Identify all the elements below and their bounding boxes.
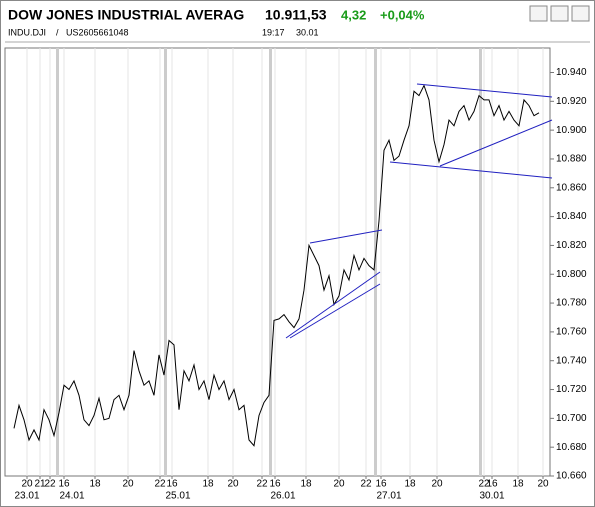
x-tick-label: 18: [300, 479, 312, 490]
day-separator: [56, 48, 59, 476]
date-tick-label: 24.01: [59, 491, 84, 502]
y-tick-label: 10.740: [556, 355, 587, 366]
x-tick-label: 20: [21, 479, 33, 490]
price-line: [13, 84, 540, 447]
x-tick-label: 21: [34, 479, 46, 490]
day-separator: [374, 48, 377, 476]
y-tick-label: 10.920: [556, 96, 587, 107]
y-tick-label: 10.660: [556, 471, 587, 482]
day-separator: [269, 48, 272, 476]
x-tick-label: 18: [89, 479, 101, 490]
x-tick-label: 20: [227, 479, 239, 490]
y-tick-label: 10.820: [556, 240, 587, 251]
x-tick-label: 18: [404, 479, 416, 490]
y-tick-label: 10.880: [556, 154, 587, 165]
trend-line: [289, 283, 381, 339]
day-separators: [56, 48, 482, 476]
separator: /: [56, 27, 59, 37]
y-tick-label: 10.720: [556, 384, 587, 395]
y-tick-label: 10.760: [556, 327, 587, 338]
date: 30.01: [296, 27, 319, 37]
title: DOW JONES INDUSTRIAL AVERAG: [8, 7, 244, 23]
trend-line: [389, 161, 553, 179]
symbol: INDU.DJI: [8, 27, 46, 37]
print-icon[interactable]: [571, 5, 590, 22]
x-tick-label: 16: [486, 479, 498, 490]
y-tick-label: 10.940: [556, 67, 587, 78]
x-tick-label: 22: [44, 479, 56, 490]
date-tick-label: 26.01: [270, 491, 295, 502]
news-icon[interactable]: [550, 5, 569, 22]
x-tick-label: 20: [122, 479, 134, 490]
change: 4,32: [341, 7, 366, 22]
change-pct: +0,04%: [380, 7, 425, 22]
x-tick-label: 20: [537, 479, 549, 490]
x-tick-label: 16: [375, 479, 387, 490]
isin: US2605661048: [66, 27, 129, 37]
trend-line: [439, 119, 553, 167]
y-tick-label: 10.780: [556, 298, 587, 309]
price: 10.911,53: [265, 7, 327, 23]
time: 19:17: [262, 27, 285, 37]
x-tick-label: 22: [154, 479, 166, 490]
x-tick-label: 18: [512, 479, 524, 490]
y-tick-label: 10.700: [556, 413, 587, 424]
x-tick-label: 16: [58, 479, 70, 490]
date-tick-label: 27.01: [376, 491, 401, 502]
x-tick-label: 22: [256, 479, 268, 490]
x-tick-label: 18: [202, 479, 214, 490]
x-tick-label: 20: [431, 479, 443, 490]
x-tick-label: 22: [360, 479, 372, 490]
date-tick-label: 23.01: [14, 491, 39, 502]
date-tick-label: 30.01: [479, 491, 504, 502]
day-separator: [164, 48, 167, 476]
toolbar: [529, 5, 590, 22]
x-tick-label: 22: [478, 479, 490, 490]
trend-lines: [285, 83, 553, 339]
plot-border: [4, 47, 551, 477]
x-tick-label: 20: [333, 479, 345, 490]
trend-line: [285, 271, 381, 339]
y-tick-label: 10.800: [556, 269, 587, 280]
y-tick-label: 10.900: [556, 125, 587, 136]
y-tick-label: 10.860: [556, 182, 587, 193]
x-tick-label: 16: [269, 479, 281, 490]
x-tick-label: 16: [166, 479, 178, 490]
trend-line: [416, 83, 553, 98]
trend-line: [309, 229, 383, 244]
y-tick-label: 10.680: [556, 442, 587, 453]
y-tick-label: 10.840: [556, 211, 587, 222]
chart-icon[interactable]: [529, 5, 548, 22]
date-tick-label: 25.01: [165, 491, 190, 502]
day-separator: [479, 48, 482, 476]
